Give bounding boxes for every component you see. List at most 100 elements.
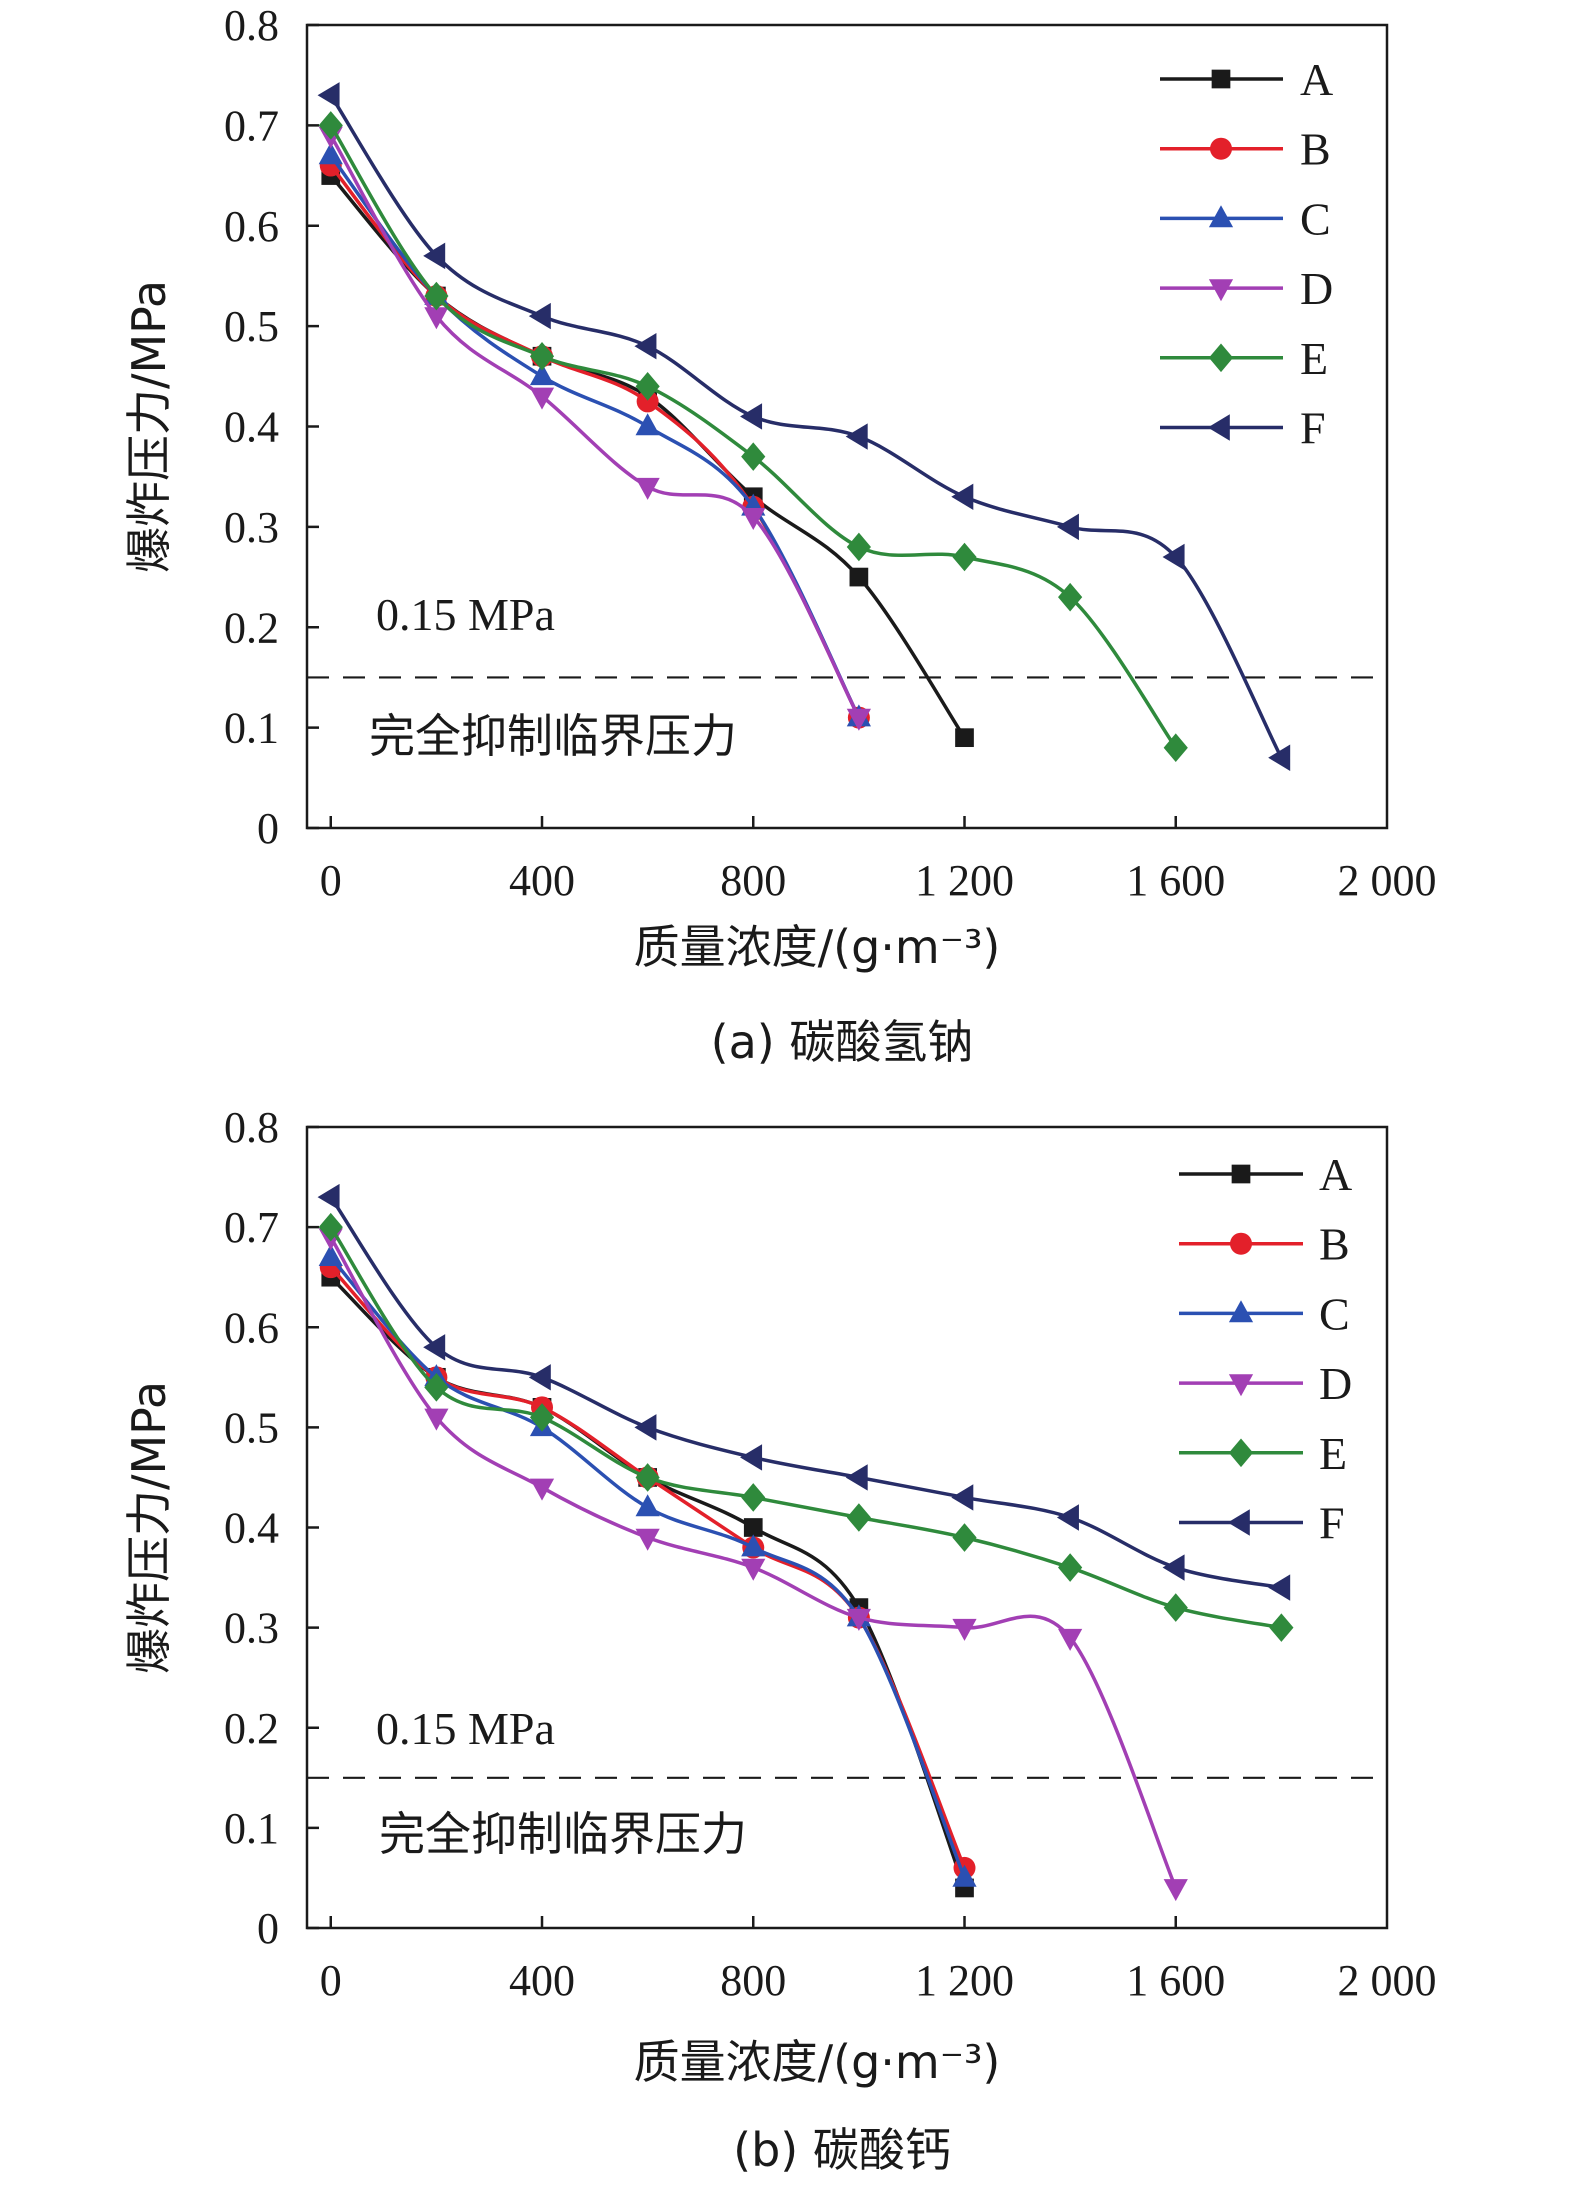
marker-triangle-up — [318, 142, 343, 165]
series-E — [318, 111, 1188, 762]
marker-triangle-down — [741, 1558, 766, 1581]
y-tick-label: 0.1 — [224, 704, 279, 753]
series-A — [321, 166, 974, 748]
legend-label: B — [1300, 124, 1331, 175]
marker-triangle-left — [634, 333, 657, 360]
x-tick-label: 0 — [320, 1956, 342, 2005]
marker-diamond — [318, 1212, 343, 1242]
marker-triangle-down — [424, 1408, 449, 1431]
series-F — [317, 1183, 1291, 1601]
marker-triangle-down — [529, 387, 555, 410]
x-tick-label: 1 200 — [915, 1956, 1014, 2005]
marker-circle — [1230, 1232, 1252, 1255]
marker-triangle-up — [318, 1243, 343, 1266]
marker-triangle-up — [1208, 205, 1234, 228]
series-line — [329, 174, 966, 739]
legend-label: C — [1319, 1288, 1350, 1339]
legend-item-D: D — [1179, 1358, 1352, 1409]
reference-line-label: 0.15 MPa — [376, 1703, 555, 1754]
legend-item-B: B — [1179, 1219, 1350, 1270]
y-tick-label: 0.3 — [224, 1604, 279, 1653]
y-tick-label: 0.8 — [224, 1, 279, 50]
x-tick-label: 1 200 — [915, 856, 1014, 905]
y-tick-label: 0.2 — [224, 603, 279, 652]
series-F — [317, 82, 1291, 771]
marker-square — [955, 728, 974, 748]
marker-diamond — [741, 1483, 766, 1512]
marker-diamond — [952, 1523, 977, 1552]
reference-line-note: 完全抑制临界压力 — [379, 1807, 747, 1861]
y-tick-label: 0 — [257, 804, 279, 853]
marker-diamond — [952, 542, 977, 572]
marker-diamond — [1208, 343, 1234, 373]
marker-diamond — [1163, 1593, 1188, 1622]
marker-triangle-left — [423, 1334, 446, 1361]
legend-item-C: C — [1179, 1288, 1350, 1339]
marker-diamond — [635, 1463, 660, 1492]
x-tick-label: 2 000 — [1338, 1956, 1437, 2005]
marker-triangle-left — [1227, 1509, 1250, 1536]
legend-label: D — [1300, 263, 1333, 314]
marker-triangle-down — [1208, 279, 1234, 302]
marker-square — [1211, 69, 1231, 89]
series-line — [329, 124, 1178, 749]
marker-triangle-left — [1268, 744, 1291, 771]
reference-line-label: 0.15 MPa — [376, 589, 555, 640]
series-B — [319, 154, 870, 729]
reference-line-note: 完全抑制临界压力 — [369, 709, 737, 763]
marker-triangle-left — [1207, 414, 1230, 441]
x-tick-label: 400 — [509, 856, 575, 905]
y-tick-label: 0.7 — [224, 101, 279, 150]
marker-diamond — [424, 281, 449, 311]
x-tick-label: 800 — [720, 1956, 786, 2005]
marker-triangle-left — [1268, 1574, 1291, 1601]
legend-item-E: E — [1179, 1428, 1347, 1479]
marker-diamond — [529, 341, 555, 371]
y-tick-label: 0.1 — [224, 1804, 279, 1853]
marker-triangle-left — [423, 242, 446, 270]
marker-diamond — [846, 532, 871, 562]
marker-triangle-left — [1162, 1554, 1185, 1581]
marker-diamond — [1163, 733, 1188, 762]
y-tick-label: 0.2 — [224, 1704, 279, 1753]
marker-triangle-down — [952, 1618, 977, 1641]
legend-item-F: F — [1160, 403, 1326, 454]
series-line — [329, 94, 1283, 759]
series-line — [329, 1196, 1282, 1590]
legend-label: E — [1319, 1428, 1347, 1479]
marker-triangle-left — [1162, 543, 1185, 571]
y-tick-label: 0.5 — [224, 302, 279, 351]
marker-triangle-down — [635, 1528, 660, 1551]
legend-item-B: B — [1160, 124, 1331, 175]
marker-triangle-left — [740, 403, 763, 430]
marker-triangle-left — [317, 1183, 340, 1211]
marker-circle — [1210, 137, 1232, 160]
y-tick-label: 0.4 — [224, 1504, 279, 1553]
marker-triangle-left — [845, 423, 868, 450]
series-C — [318, 1243, 977, 1887]
marker-triangle-left — [845, 1464, 868, 1491]
marker-triangle-down — [846, 1608, 871, 1631]
marker-triangle-left — [951, 1484, 974, 1511]
figure-caption: (a) 碳酸氢钠 — [711, 1015, 974, 1069]
marker-triangle-up — [635, 1494, 660, 1517]
series-line — [329, 134, 861, 719]
legend-item-C: C — [1160, 193, 1331, 244]
marker-diamond — [1228, 1438, 1254, 1468]
legend-label: C — [1300, 193, 1331, 244]
y-tick-label: 0 — [257, 1904, 279, 1953]
x-axis-title: 质量浓度/(g·m⁻³) — [634, 2035, 1001, 2089]
marker-triangle-up — [952, 1864, 977, 1887]
legend-item-D: D — [1160, 263, 1333, 314]
legend-label: B — [1319, 1219, 1350, 1270]
y-tick-label: 0.4 — [224, 403, 279, 452]
x-tick-label: 800 — [720, 856, 786, 905]
series-line — [329, 1226, 1282, 1630]
marker-circle — [636, 390, 659, 413]
marker-triangle-down — [846, 708, 871, 731]
marker-triangle-down — [529, 1478, 555, 1501]
marker-diamond — [424, 1373, 449, 1402]
y-tick-label: 0.5 — [224, 1403, 279, 1452]
marker-diamond — [1058, 582, 1083, 612]
x-tick-label: 0 — [320, 856, 342, 905]
